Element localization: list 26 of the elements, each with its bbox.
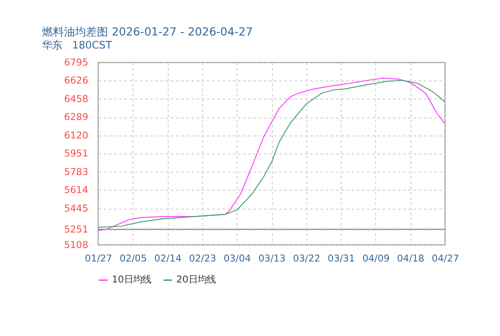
x-tick-label: 02/05 xyxy=(120,254,147,265)
x-tick-label: 04/09 xyxy=(362,254,390,265)
x-tick-label: 03/13 xyxy=(258,254,286,265)
x-tick-label: 02/23 xyxy=(188,254,216,265)
y-tick-label: 5445 xyxy=(64,203,88,214)
legend-label: 20日均线 xyxy=(176,274,216,286)
x-tick-label: 03/04 xyxy=(224,254,251,265)
x-tick-label: 03/22 xyxy=(293,254,320,265)
y-tick-label: 5951 xyxy=(64,148,88,160)
chart-subtitle: 华东 180CST xyxy=(42,40,113,52)
y-tick-label: 6795 xyxy=(64,57,88,68)
y-tick-label: 6458 xyxy=(64,94,88,105)
y-tick-label: 5251 xyxy=(64,224,88,236)
x-tick-label: 01/27 xyxy=(84,254,112,265)
y-tick-label: 6626 xyxy=(64,76,88,87)
y-tick-label: 5108 xyxy=(64,240,88,251)
y-tick-label: 6120 xyxy=(64,130,88,142)
x-tick-label: 04/18 xyxy=(397,254,424,265)
x-tick-label: 02/14 xyxy=(154,254,182,265)
legend-label: 10日均线 xyxy=(112,274,151,286)
y-tick-label: 5783 xyxy=(64,166,88,178)
chart-title: 燃料油均差图 2026-01-27 - 2026-04-27 xyxy=(42,26,253,39)
x-tick-label: 04/27 xyxy=(432,254,459,265)
y-tick-label: 6289 xyxy=(64,112,88,124)
y-tick-label: 5614 xyxy=(64,185,88,196)
x-tick-label: 03/31 xyxy=(328,254,355,265)
